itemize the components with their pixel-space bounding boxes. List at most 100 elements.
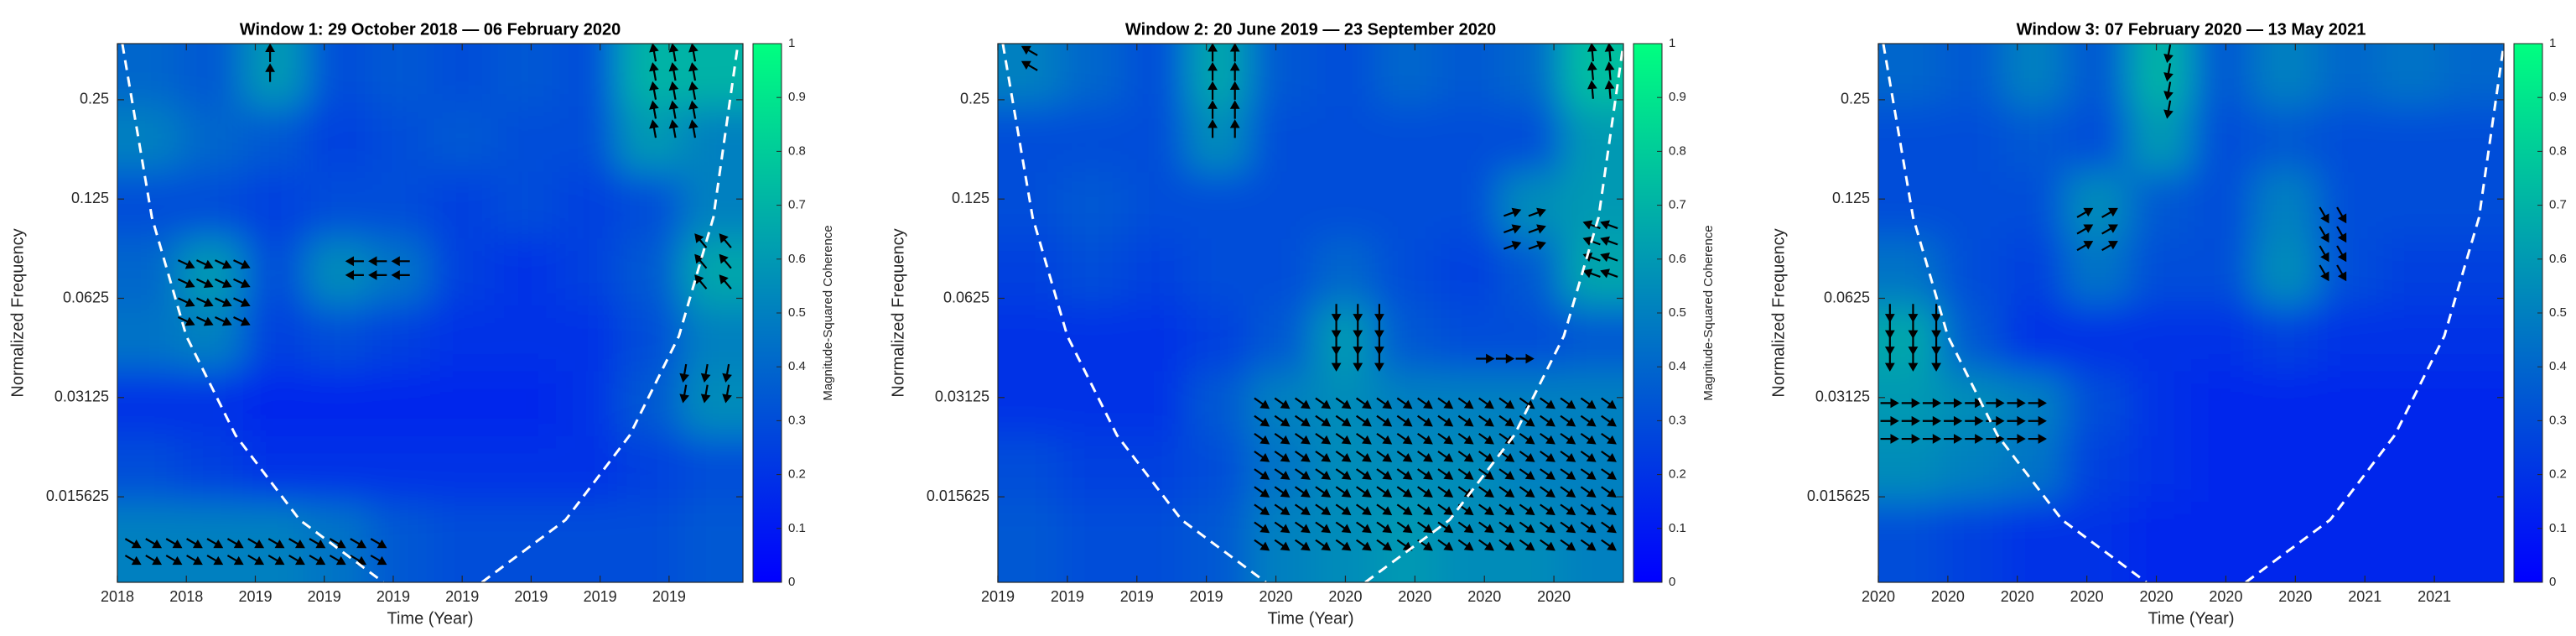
phase-arrow	[2336, 245, 2347, 263]
heatmap-cell	[368, 106, 431, 173]
heatmap-cell	[1374, 44, 1438, 107]
heatmap-cell	[117, 501, 179, 582]
phase-arrow	[1331, 320, 1342, 339]
phase-arrow	[1600, 253, 1618, 263]
heatmap-cell	[2441, 305, 2504, 372]
phase-arrow	[1437, 451, 1454, 462]
phase-arrow	[1315, 432, 1332, 445]
heatmap-cell	[1124, 435, 1187, 503]
phase-arrow	[226, 538, 244, 549]
heatmap-cell	[1312, 171, 1376, 239]
heatmap-cell	[307, 501, 370, 582]
heatmap-cell	[179, 171, 244, 239]
heatmap-cell	[2317, 44, 2381, 107]
phase-arrow	[1908, 352, 1919, 372]
phase-arrow	[1353, 320, 1363, 339]
heatmap-cell	[2128, 501, 2192, 582]
phase-arrow	[1396, 451, 1413, 462]
phase-arrow	[1601, 486, 1617, 498]
phase-arrow	[2076, 207, 2094, 218]
phase-arrow	[1355, 414, 1372, 427]
phase-arrow	[1515, 353, 1535, 364]
heatmap-cell	[1060, 44, 1125, 107]
phase-arrow	[1965, 415, 1984, 426]
phase-arrow	[1519, 414, 1535, 427]
phase-arrow	[124, 538, 142, 549]
colorbar-tick-label: 0.6	[2549, 252, 2567, 266]
colorbar-tick-label: 0.8	[2549, 143, 2567, 158]
heatmap-cell	[1124, 106, 1187, 173]
y-axis-label: Normalized Frequency	[8, 228, 27, 397]
phase-arrow	[368, 269, 387, 280]
phase-arrow	[1519, 451, 1535, 462]
phase-arrow	[1457, 414, 1474, 427]
phase-arrow	[1254, 414, 1270, 427]
heatmap-cell	[2253, 106, 2319, 173]
phase-arrow	[1254, 521, 1270, 534]
phase-arrow	[1478, 539, 1494, 551]
phase-arrow	[2336, 264, 2347, 282]
heatmap-cell	[368, 305, 431, 372]
phase-arrow	[1294, 521, 1311, 534]
phase-arrow	[1374, 320, 1384, 339]
phase-arrow	[329, 538, 346, 549]
phase-arrow	[1540, 486, 1555, 498]
phase-arrow	[688, 100, 699, 119]
phase-arrow	[1580, 414, 1597, 427]
phase-arrow	[1355, 468, 1372, 480]
heatmap-cell	[430, 501, 495, 582]
heatmap-cell	[1878, 238, 1941, 306]
y-tick-label: 0.03125	[55, 388, 109, 405]
heatmap-cell	[1060, 371, 1125, 437]
phase-arrow	[1457, 468, 1474, 480]
phase-arrow	[1519, 397, 1535, 409]
phase-arrow	[1315, 521, 1332, 534]
phase-arrow	[1604, 61, 1615, 81]
phase-arrow	[1335, 414, 1352, 427]
heatmap-cell	[2317, 171, 2381, 239]
phase-arrow	[1254, 503, 1270, 516]
phase-arrow	[1495, 353, 1515, 364]
phase-arrow	[233, 259, 251, 269]
phase-arrow	[1944, 398, 1963, 409]
heatmap-cell	[117, 171, 179, 239]
phase-arrow	[1353, 336, 1363, 356]
phase-arrow	[1229, 119, 1240, 138]
phase-arrow	[1315, 451, 1332, 462]
heatmap-cell	[2253, 305, 2319, 372]
phase-arrow	[1417, 451, 1433, 462]
heatmap-cell	[1436, 501, 1500, 582]
phase-arrow	[2028, 415, 2047, 426]
panel: 2019 2019 2019 2019 2020 2020 2020 2020 2020 0.01…	[889, 20, 1716, 628]
phase-arrow	[1396, 397, 1413, 409]
heatmap-cell	[2191, 305, 2254, 372]
y-axis-label: Normalized Frequency	[889, 228, 907, 397]
phase-arrow	[1498, 539, 1515, 551]
phase-arrow	[649, 44, 659, 62]
phase-arrow	[1884, 304, 1895, 323]
colorbar-tick-label: 1	[2549, 36, 2556, 50]
phase-arrow	[1580, 432, 1597, 445]
phase-arrow	[2163, 44, 2174, 64]
heatmap-cell	[1878, 305, 1941, 372]
heatmap-cell	[2379, 435, 2443, 503]
phase-arrow	[649, 62, 659, 81]
heatmap-cell	[242, 238, 308, 306]
phase-arrow	[1601, 468, 1617, 480]
phase-arrow	[2007, 434, 2026, 444]
phase-arrow	[1355, 397, 1372, 409]
phase-arrow	[1254, 397, 1270, 409]
heatmap-cell	[2317, 238, 2381, 306]
phase-arrow	[2101, 224, 2118, 235]
phase-arrow	[1540, 521, 1555, 534]
phase-arrow	[206, 555, 224, 566]
phase-arrow	[1476, 353, 1495, 364]
cone-of-influence	[1882, 44, 2504, 582]
phase-arrow	[233, 316, 251, 326]
phase-arrow	[1335, 503, 1352, 516]
phase-arrow	[177, 259, 195, 269]
heatmap-cell	[1940, 238, 2003, 306]
phase-arrow	[1478, 451, 1494, 462]
y-tick-label: 0.125	[71, 190, 109, 206]
heatmap-cell	[307, 305, 370, 372]
